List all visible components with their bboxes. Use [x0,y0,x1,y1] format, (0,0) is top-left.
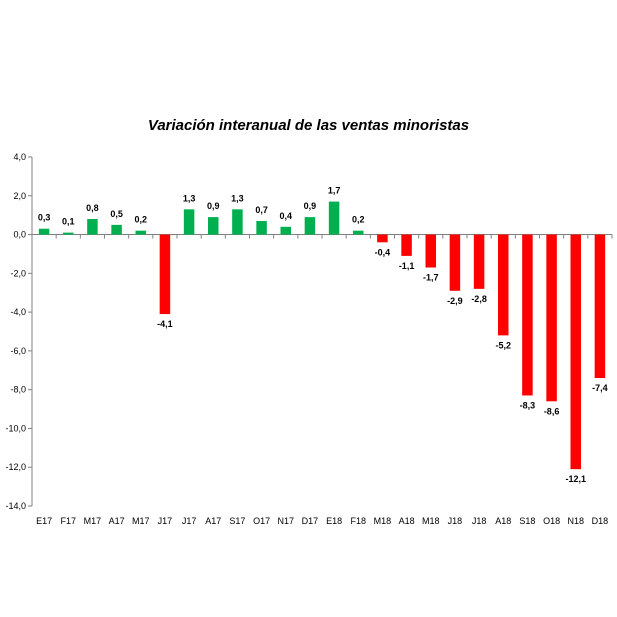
x-tick-label: A18 [399,516,415,526]
data-label: -8,3 [520,400,536,410]
bar [353,230,364,235]
x-tick-label: O17 [253,516,270,526]
bar [328,201,340,235]
y-tick-label: 4,0 [13,152,26,162]
data-label: -12,1 [565,474,586,484]
bar [425,234,436,268]
bar [38,228,50,235]
y-tick-label: 2,0 [13,191,26,201]
x-tick-label: A18 [495,516,511,526]
x-tick-label: J17 [158,516,173,526]
x-tick-label: S17 [229,516,245,526]
bar [377,234,388,243]
data-label: -4,1 [157,319,173,329]
x-tick-label: M17 [84,516,102,526]
x-tick-label: F18 [350,516,366,526]
data-label: 0,3 [38,213,51,223]
x-tick-label: S18 [519,516,535,526]
x-tick-label: D17 [302,516,319,526]
bar [256,220,267,235]
x-tick-label: F17 [60,516,76,526]
y-tick-label: -4,0 [10,307,26,317]
data-label: 0,9 [207,201,220,211]
chart-data-labels: E17 0,3 F17 0,1 M17 0,8 A17 0,5 M17 0,2 J17 -4,1 J17… [36,186,608,526]
x-tick-label: M18 [374,516,392,526]
bar [546,234,557,402]
bar [498,234,509,336]
data-label: -2,9 [447,296,463,306]
y-tick-label: -10,0 [5,423,26,433]
x-tick-label: J18 [448,516,463,526]
data-label: 0,2 [352,215,365,225]
data-label: -0,4 [375,247,391,257]
y-tick-label: -6,0 [10,346,26,356]
x-tick-label: N18 [567,516,584,526]
bar [63,232,74,235]
x-tick-label: M17 [132,516,150,526]
bar [87,219,98,235]
bar [232,209,243,235]
data-label: 1,3 [183,193,196,203]
data-label: 0,5 [110,209,123,219]
y-tick-label: -12,0 [5,462,26,472]
x-tick-label: J17 [182,516,197,526]
bar [473,234,485,289]
x-tick-label: E17 [36,516,52,526]
bar [401,234,412,256]
data-label: 0,8 [86,203,99,213]
data-label: 0,9 [304,201,317,211]
chart-title: Variación interanual de las ventas minor… [147,117,470,134]
bar [570,234,581,470]
bar [159,234,171,315]
data-label: -5,2 [495,340,511,350]
data-label: 0,7 [255,205,268,215]
y-tick-label: -8,0 [10,385,26,395]
data-label: 0,1 [62,217,75,227]
data-label: -8,6 [544,406,560,416]
x-tick-label: D18 [592,516,609,526]
bar [594,234,606,379]
bar [304,217,316,235]
y-tick-label: -2,0 [10,268,26,278]
x-tick-label: E18 [326,516,342,526]
bar [449,234,461,291]
data-label: 0,4 [279,211,292,221]
data-label: 0,2 [134,215,147,225]
bar [280,226,291,235]
bar [135,230,146,235]
data-label: -7,4 [592,383,608,393]
x-tick-label: O18 [543,516,560,526]
x-tick-label: A17 [205,516,221,526]
bar [183,209,195,235]
x-tick-label: M18 [422,516,440,526]
x-tick-label: J18 [472,516,487,526]
data-label: 1,3 [231,193,244,203]
data-label: 1,7 [328,186,341,196]
x-tick-label: N17 [277,516,294,526]
y-tick-label: -14,0 [5,501,26,511]
chart-bars [38,201,606,470]
data-label: -1,7 [423,273,439,283]
bar [111,224,122,235]
data-label: -2,8 [471,294,487,304]
y-tick-label: 0,0 [13,230,26,240]
chart-axes: 4,0 2,0 0,0 -2,0 -4,0 -6,0 -8,0 -10,0 -12,0 -14,0 [5,152,613,511]
data-label: -1,1 [399,261,415,271]
bar [522,234,533,396]
x-tick-label: A17 [109,516,125,526]
bar [208,217,219,235]
